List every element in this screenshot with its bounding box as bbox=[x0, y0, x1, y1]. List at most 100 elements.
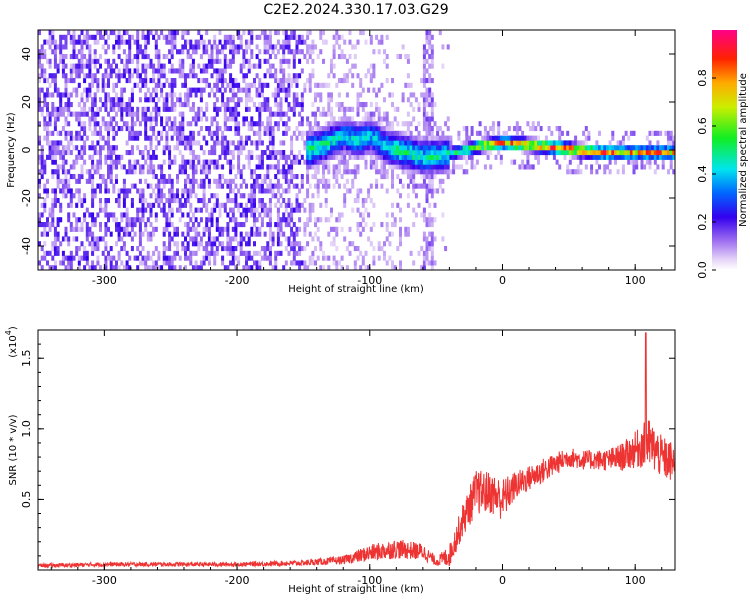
spectrogram-cell bbox=[412, 164, 416, 170]
spectrogram-cell bbox=[234, 121, 238, 127]
spectrogram-cell bbox=[181, 58, 185, 64]
spectrogram-cell bbox=[157, 140, 161, 146]
spectrogram-cell bbox=[194, 231, 198, 237]
spectrogram-cell bbox=[191, 58, 195, 64]
spectrogram-cell bbox=[611, 135, 615, 141]
spectrogram-cell bbox=[242, 212, 246, 218]
spectrogram-cell bbox=[295, 193, 299, 199]
spectrogram-cell bbox=[226, 63, 230, 69]
spectrogram-cell bbox=[162, 34, 166, 40]
spectrogram-cell bbox=[138, 231, 142, 237]
spectrogram-cell bbox=[271, 140, 275, 146]
spectrogram-cell bbox=[319, 154, 323, 160]
spectrogram-cell bbox=[191, 178, 195, 184]
spectrogram-cell bbox=[521, 130, 525, 136]
spectrogram-cell bbox=[308, 183, 312, 189]
spectrogram-cell bbox=[38, 217, 41, 223]
spectrogram-cell bbox=[377, 255, 381, 261]
spectrogram-cell bbox=[290, 246, 294, 252]
spectrogram-cell bbox=[93, 111, 97, 117]
spectrogram-cell bbox=[274, 111, 278, 117]
spectrogram-cell bbox=[239, 202, 243, 208]
spectrogram-cell bbox=[56, 68, 60, 74]
spectrogram-cell bbox=[184, 145, 187, 151]
spectrogram-cell bbox=[239, 34, 243, 40]
spectrogram-cell bbox=[168, 154, 172, 160]
spectrogram-cell bbox=[215, 246, 219, 252]
spectrogram-cell bbox=[383, 169, 386, 175]
spectrogram-cell bbox=[258, 183, 262, 189]
spectrogram-cell bbox=[375, 92, 379, 98]
spectrogram-cell bbox=[606, 150, 609, 156]
spectrogram-cell bbox=[186, 241, 190, 247]
spectrogram-cell bbox=[428, 126, 432, 132]
spectrogram-cell bbox=[207, 169, 211, 175]
spectrogram-cell bbox=[356, 150, 360, 156]
spectrogram-cell bbox=[112, 106, 116, 112]
spectrogram-cell bbox=[223, 106, 227, 112]
spectrogram-cell bbox=[223, 202, 227, 208]
spectrogram-cell bbox=[372, 140, 376, 146]
spectrogram-cell bbox=[223, 54, 227, 60]
spectrogram-cell bbox=[38, 49, 41, 55]
spectrogram-cell bbox=[337, 150, 341, 156]
spectrogram-cell bbox=[170, 222, 174, 228]
spectrogram-cell bbox=[96, 106, 100, 112]
spectrogram-cell bbox=[412, 145, 416, 151]
spectrogram-cell bbox=[75, 246, 79, 252]
spectrogram-cell bbox=[356, 198, 360, 204]
spectrogram-cell bbox=[173, 102, 177, 108]
spectrogram-cell bbox=[399, 236, 402, 242]
spectrogram-cell bbox=[369, 73, 373, 79]
spectrogram-cell bbox=[64, 34, 68, 40]
spectrogram-cell bbox=[430, 97, 434, 103]
spectrogram-cell bbox=[255, 178, 259, 184]
spectrogram-cell bbox=[276, 183, 280, 189]
spectrogram-cell bbox=[122, 198, 126, 204]
spectrogram-cell bbox=[53, 188, 57, 194]
spectrogram-cell bbox=[263, 150, 267, 156]
spectrogram-cell bbox=[186, 140, 190, 146]
spectrogram-cell bbox=[213, 106, 217, 112]
spectrogram-cell bbox=[218, 126, 222, 132]
spectrogram-cell bbox=[234, 202, 238, 208]
spectrogram-cell bbox=[69, 140, 73, 146]
spectrogram-cell bbox=[181, 34, 185, 40]
spectrogram-cell bbox=[388, 121, 392, 127]
spectrogram-cell bbox=[194, 236, 198, 242]
spectrogram-cell bbox=[414, 150, 418, 156]
spectrogram-cell bbox=[521, 164, 525, 170]
spectrogram-cell bbox=[149, 63, 153, 69]
spectrogram-cell bbox=[162, 255, 166, 261]
spectrogram-cell bbox=[292, 58, 296, 64]
spectrogram-cell bbox=[237, 130, 241, 136]
spectrogram-cell bbox=[234, 78, 238, 84]
spectrogram-cell bbox=[205, 159, 209, 165]
spectrogram-cell bbox=[422, 164, 426, 170]
spectrogram-cell bbox=[245, 49, 248, 55]
spectrogram-cell bbox=[619, 150, 623, 156]
spectrogram-cell bbox=[579, 150, 583, 156]
spectrogram-cell bbox=[46, 87, 49, 93]
spectrogram-cell bbox=[369, 164, 373, 170]
spectrogram-cell bbox=[250, 183, 254, 189]
spectrogram-cell bbox=[160, 30, 164, 36]
spectrogram-cell bbox=[282, 44, 286, 50]
spectrogram-cell bbox=[120, 92, 124, 98]
spectrogram-cell bbox=[327, 164, 331, 170]
spectrogram-cell bbox=[141, 111, 145, 117]
spectrogram-cell bbox=[91, 198, 95, 204]
spectrogram-cell bbox=[181, 82, 185, 88]
spectrogram-cell bbox=[292, 34, 296, 40]
spectrogram-cell bbox=[534, 140, 538, 146]
spectrogram-cell bbox=[364, 116, 368, 122]
spectrogram-cell bbox=[99, 174, 102, 180]
spectrogram-cell bbox=[115, 63, 118, 69]
spectrogram-cell bbox=[531, 140, 535, 146]
spectrogram-cell bbox=[327, 140, 331, 146]
spectrogram-cell bbox=[210, 135, 214, 141]
spectrogram-cell bbox=[481, 140, 485, 146]
spectrogram-cell bbox=[425, 121, 429, 127]
spectrogram-cell bbox=[186, 188, 190, 194]
spectrogram-cell bbox=[152, 73, 156, 79]
